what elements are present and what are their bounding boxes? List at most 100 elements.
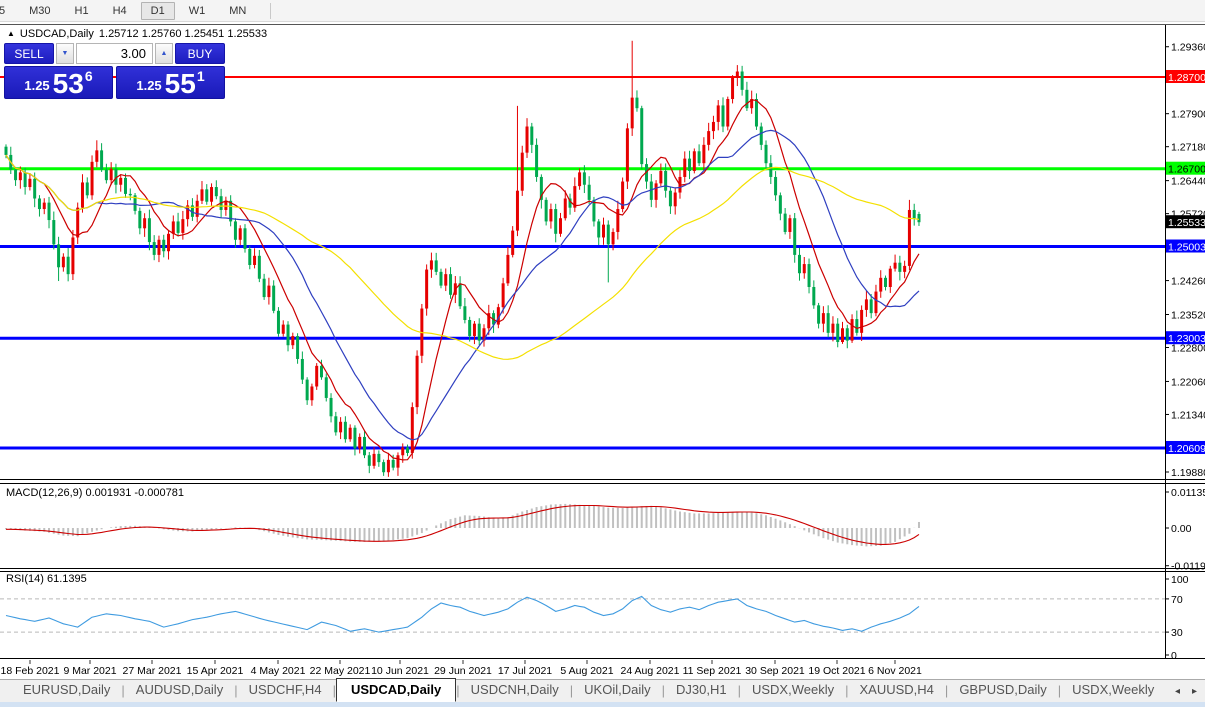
candle-body [735,71,739,78]
volume-increase-icon[interactable]: ▲ [155,43,173,64]
tab-scroll-right-icon[interactable]: ▸ [1191,686,1197,697]
candle-body [668,190,672,207]
date-axis-label: 29 Jun 2021 [434,665,492,677]
timeframe-button-m30[interactable]: M30 [29,4,51,17]
candle-body [167,233,171,252]
candle-body [276,310,280,334]
candle-body [903,265,907,272]
candle-body [649,181,653,200]
chart-background [0,24,1205,679]
candle-body [147,218,151,243]
tab-audusd-daily[interactable]: AUDUSD,Daily [135,682,224,697]
volume-input[interactable]: 3.00 [76,43,153,64]
candle-body [396,455,400,468]
tab-separator: | [845,683,849,698]
candle-body [683,158,687,177]
candle-body [506,254,510,284]
candle-body [702,144,706,164]
price-axis-label: 1.22800 [1171,343,1205,355]
macd-signal-line [6,504,920,545]
tab-eurusd-daily[interactable]: EURUSD,Daily [23,682,111,697]
tab-usdcad-daily[interactable]: USDCAD,Daily [335,678,457,702]
chart-title-row: ▲ USDCAD,Daily 1.25712 1.25760 1.25451 1… [7,28,267,40]
date-axis-label: 11 Sep 2021 [683,665,742,677]
candle-body [143,218,147,229]
tab-usdcnh-daily[interactable]: USDCNH,Daily [470,682,559,697]
candle-body [4,146,8,155]
candle-body [496,307,500,325]
timeframe-button-mn[interactable]: MN [229,4,247,17]
buy-button[interactable]: BUY [175,43,225,64]
candle-body [363,436,366,456]
tab-usdchf-h4[interactable]: USDCHF,H4 [248,682,322,697]
candle-body [214,187,218,197]
date-axis-label: 15 Apr 2021 [187,665,244,677]
macd-indicator-label: MACD(12,26,9) 0.001931 -0.000781 [6,487,184,499]
date-axis-label: 30 Sep 2021 [745,665,805,677]
candle-body [874,291,878,314]
candle-body [406,447,410,453]
candle-body [57,244,61,268]
tab-separator: | [234,683,238,698]
tab-usdx-weekly[interactable]: USDX,Weekly [751,682,835,697]
timeframe-button-h4[interactable]: H4 [112,4,127,17]
buy-price-button[interactable]: 1.25 55 1 [116,66,225,99]
volume-decrease-icon[interactable]: ▼ [56,43,74,64]
candle-body [286,324,290,346]
candle-body [907,209,911,266]
candle-body [740,71,744,90]
candle-body [104,169,108,181]
timeframe-toolbar: 5 M30 H1 H4 D1 W1 MN [0,0,1205,22]
sell-button[interactable]: SELL [4,43,54,64]
candle-body [401,447,405,456]
candle-body [281,324,285,334]
candle-body [463,306,467,321]
candle-body [210,187,214,202]
candle-body [807,264,811,287]
timeframe-button-5[interactable]: 5 [0,2,15,20]
candle-body [482,328,486,341]
candle-body [515,190,519,231]
timeframe-button-w1[interactable]: W1 [188,4,206,17]
tab-gbpusd-daily[interactable]: GBPUSD,Daily [959,682,1047,697]
candle-body [587,184,591,200]
tab-ukoil-daily[interactable]: UKOil,Daily [584,682,651,697]
tab-dj30-h1[interactable]: DJ30,H1 [676,682,727,697]
candle-body [377,453,381,463]
candle-body [831,323,835,333]
candle-body [95,150,99,162]
candle-body [157,239,161,255]
candle-body [630,97,634,129]
candle-body [334,416,338,433]
candle-body [645,164,649,182]
candle-body [61,256,65,268]
rsi-axis-label: 0 [1171,650,1177,662]
collapse-panel-icon[interactable]: ▲ [7,29,15,38]
price-chart-plot[interactable]: 1.29360 1.28700 1.27900 1.27180 1.267001.264… [0,24,1205,679]
candle-body [272,285,276,311]
candle-body [90,161,94,196]
timeframe-button-h1[interactable]: H1 [74,4,89,17]
price-axis-label: 1.20609 [1168,443,1205,455]
candle-body [305,379,309,401]
price-axis-label: 1.29360 [1171,42,1205,54]
tab-usdx-weekly[interactable]: USDX,Weekly [1072,682,1155,697]
tab-scroll-left-icon[interactable]: ◂ [1174,686,1180,697]
sell-price-button[interactable]: 1.25 53 6 [4,66,113,99]
candle-body [802,264,806,274]
tab-xauusd-h4[interactable]: XAUUSD,H4 [859,682,934,697]
candle-body [267,285,271,298]
buy-price-big: 55 [164,68,196,100]
candle-body [826,313,830,333]
candle-body [253,255,257,265]
price-level-label-box [1166,239,1205,253]
candle-body [788,218,792,232]
date-axis-label: 6 Nov 2021 [868,665,922,677]
candle-body [754,99,758,127]
candle-body [778,195,782,214]
timeframe-button-d1[interactable]: D1 [140,1,175,20]
candle-body [898,262,902,272]
tab-separator: | [332,683,336,698]
date-axis-label: 19 Oct 2021 [808,665,865,677]
candle-body [124,177,127,194]
